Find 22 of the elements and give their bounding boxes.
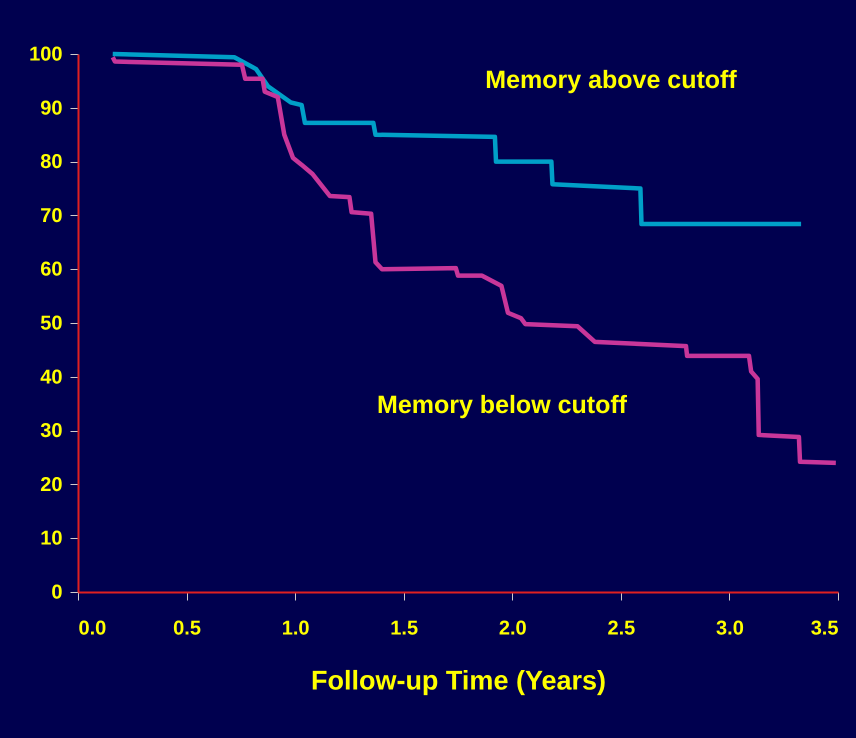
y-tick-label: 40	[40, 366, 62, 388]
y-tick-label: 100	[29, 44, 62, 66]
x-tick-label: 0.0	[78, 618, 106, 640]
annotation: Memory below cutoff	[376, 391, 628, 419]
y-tick-label: 60	[40, 258, 62, 281]
x-tick-label: 1.0	[282, 618, 310, 640]
x-tick-label: 3.5	[810, 618, 838, 640]
x-tick-label: 2.0	[498, 618, 527, 640]
x-tick-label: 0.5	[173, 618, 201, 640]
y-tick-label: 80	[40, 151, 62, 174]
y-tick-label: 10	[40, 528, 62, 550]
annotation: Memory above cutoff	[485, 66, 738, 94]
x-axis-title: Follow-up Time (Years)	[310, 666, 606, 696]
y-tick-label: 30	[40, 420, 62, 442]
y-tick-label: 90	[40, 97, 62, 120]
x-tick-label: 2.5	[607, 618, 636, 640]
y-tick-label: 0	[51, 582, 62, 604]
y-tick-label: 20	[40, 474, 62, 496]
y-tick-label: 70	[40, 204, 62, 227]
x-tick-label: 1.5	[390, 618, 418, 640]
y-tick-label: 50	[40, 312, 62, 334]
x-tick-label: 3.0	[716, 618, 744, 640]
